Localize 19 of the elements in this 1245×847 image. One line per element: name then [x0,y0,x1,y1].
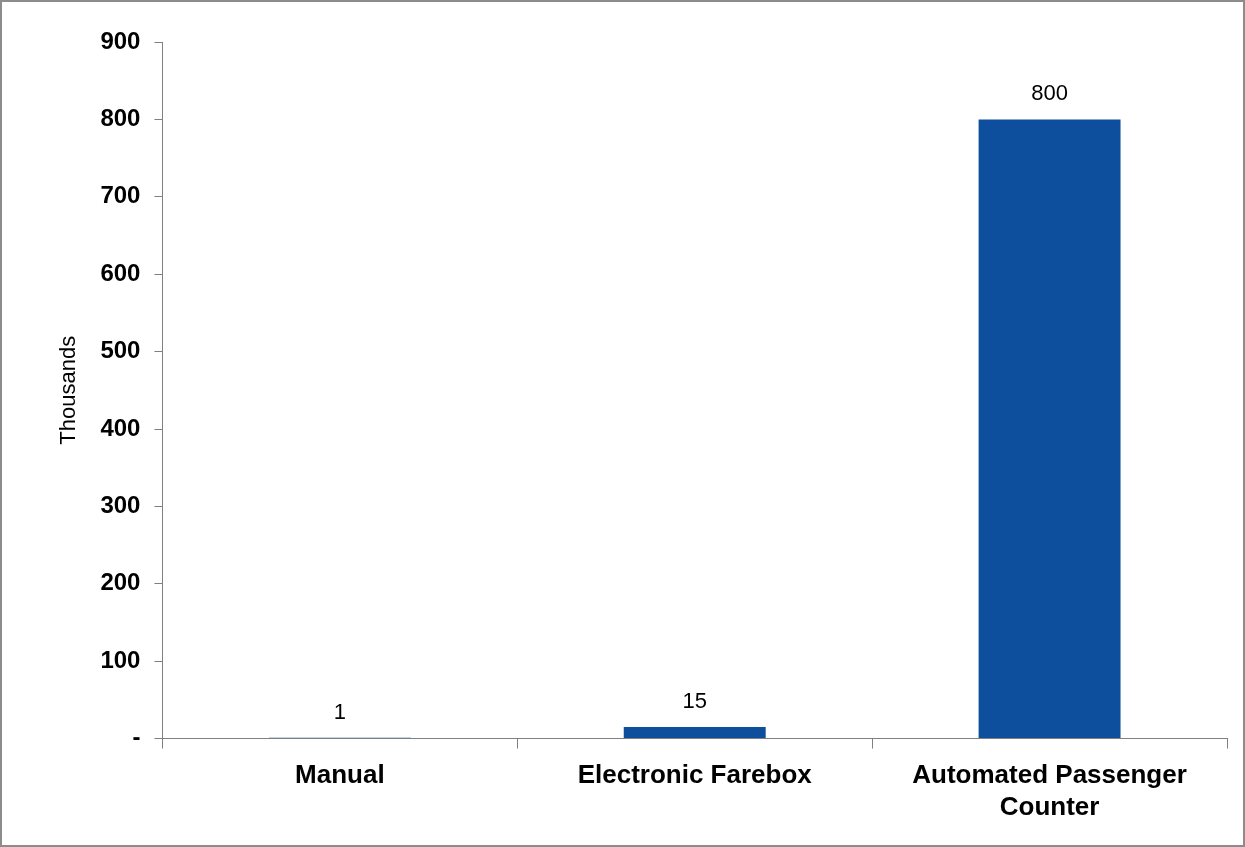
y-tick-label: 800 [100,104,141,132]
x-tick-label: Automated Passenger Counter [912,759,1187,821]
y-tick-label: - [132,723,141,751]
y-tick-label: 600 [100,258,141,286]
y-tick-label: 500 [100,336,141,364]
y-tick-label: 200 [100,568,141,596]
data-label: 1 [333,698,346,724]
x-tick-label: Manual [295,759,385,790]
bar [623,726,766,739]
data-label: 800 [1031,80,1068,106]
y-tick-label: 100 [100,645,141,673]
y-tick-label: 700 [100,181,141,209]
bar [978,119,1121,739]
y-axis-title: Thousands [55,335,81,445]
x-tick-label: Electronic Farebox [577,759,813,790]
y-tick-label: 400 [100,413,141,441]
y-tick-label: 300 [100,491,141,519]
y-tick-label: 900 [100,26,141,54]
data-label: 15 [682,688,707,714]
